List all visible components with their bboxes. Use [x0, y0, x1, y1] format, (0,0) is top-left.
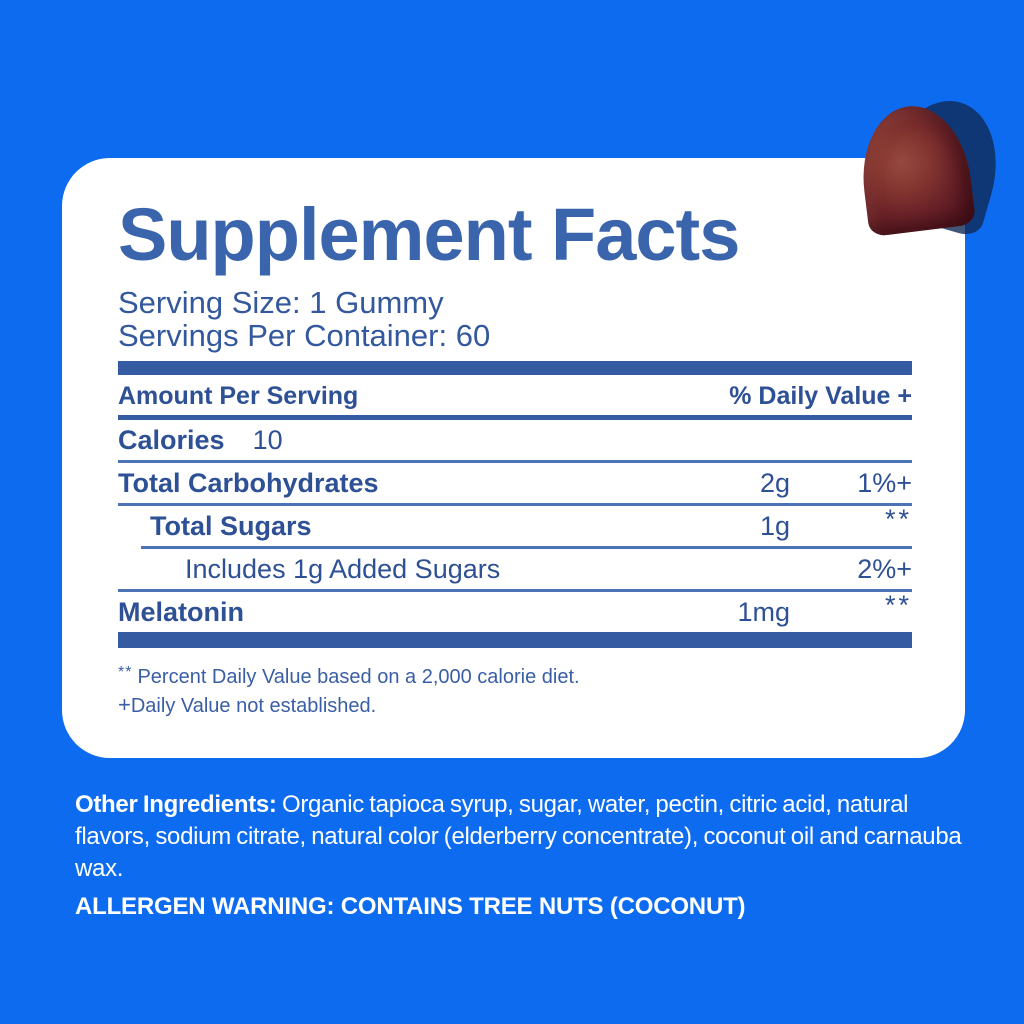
- bottom-thick-bar: [118, 632, 912, 648]
- table-row-added-sugars: Includes 1g Added Sugars 2%+: [118, 549, 912, 589]
- allergen-warning-text: ALLERGEN WARNING: CONTAINS TREE NUTS (CO…: [75, 893, 746, 920]
- asterisks-symbol: **: [118, 664, 133, 681]
- row-daily-value: 1%+: [857, 467, 912, 498]
- table-row-calories: Calories 10: [118, 420, 912, 460]
- row-name: Total Sugars: [150, 510, 312, 541]
- amount-per-serving-header: Amount Per Serving: [118, 381, 359, 410]
- row-name: Calories: [118, 424, 225, 455]
- footnote-daily-value: ** Percent Daily Value based on a 2,000 c…: [118, 659, 912, 691]
- other-ingredients-label: Other Ingredients:: [75, 791, 277, 818]
- serving-info: Serving Size: 1 Gummy Servings Per Conta…: [118, 286, 912, 352]
- other-ingredients-paragraph: Other Ingredients: Organic tapioca syrup…: [75, 789, 970, 885]
- row-value: 1g: [759, 510, 790, 541]
- gummy-image: [854, 87, 1014, 244]
- supplement-facts-panel: Supplement Facts Serving Size: 1 Gummy S…: [118, 158, 912, 758]
- row-divider: [118, 503, 912, 506]
- header-divider: [118, 415, 912, 420]
- footnotes: ** Percent Daily Value based on a 2,000 c…: [118, 659, 912, 720]
- plus-symbol: +: [118, 692, 131, 717]
- supplement-facts-card: Supplement Facts Serving Size: 1 Gummy S…: [62, 158, 965, 758]
- footnote-not-established: +Daily Value not established.: [118, 691, 912, 720]
- row-name: Includes 1g Added Sugars: [185, 553, 501, 584]
- row-daily-value: **: [884, 589, 912, 620]
- serving-size-line: Serving Size: 1 Gummy: [118, 285, 444, 320]
- table-row-melatonin: Melatonin 1mg **: [118, 589, 912, 632]
- footnote-not-established-text: Daily Value not established.: [130, 695, 377, 717]
- other-ingredients-text: Organic tapioca syrup, sugar, water, pec…: [75, 791, 962, 882]
- row-value: 2g: [759, 467, 790, 498]
- daily-value-header: % Daily Value +: [729, 381, 912, 410]
- row-name: Total Carbohydrates: [118, 467, 379, 498]
- row-divider-indented: [141, 546, 912, 549]
- row-daily-value: 2%+: [857, 553, 912, 584]
- row-value: 1mg: [737, 596, 790, 627]
- supplement-facts-title: Supplement Facts: [118, 193, 740, 276]
- footnote-daily-value-text: Percent Daily Value based on a 2,000 cal…: [137, 666, 580, 688]
- top-thick-bar: [118, 361, 912, 375]
- row-divider: [118, 460, 912, 463]
- row-name: Melatonin: [118, 596, 244, 627]
- row-daily-value: **: [884, 503, 912, 534]
- servings-per-container-line: Servings Per Container: 60: [118, 318, 491, 353]
- table-row-total-sugars: Total Sugars 1g **: [118, 503, 912, 546]
- row-inline-value: 10: [252, 424, 283, 455]
- table-header-row: Amount Per Serving % Daily Value +: [118, 377, 912, 415]
- row-divider: [118, 589, 912, 592]
- table-row-total-carbohydrates: Total Carbohydrates 2g 1%+: [118, 463, 912, 503]
